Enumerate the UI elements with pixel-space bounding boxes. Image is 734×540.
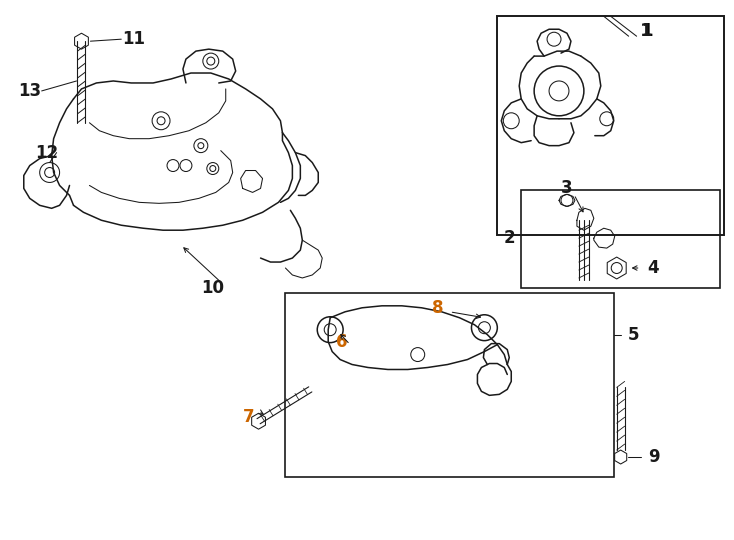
Text: 4: 4 <box>647 259 659 277</box>
Text: 1: 1 <box>640 22 653 40</box>
Bar <box>521 191 720 288</box>
Text: 13: 13 <box>18 82 41 100</box>
Text: 8: 8 <box>432 299 443 317</box>
Bar <box>286 293 614 477</box>
Text: 1: 1 <box>641 22 653 40</box>
Text: 11: 11 <box>122 30 145 48</box>
Text: 10: 10 <box>201 279 225 297</box>
Text: 9: 9 <box>647 448 659 466</box>
Text: 3: 3 <box>562 179 573 198</box>
Text: 5: 5 <box>628 326 639 343</box>
Text: 2: 2 <box>504 229 515 247</box>
Text: 12: 12 <box>35 144 58 161</box>
Bar <box>498 16 724 235</box>
Text: 7: 7 <box>243 408 255 426</box>
Text: 6: 6 <box>336 333 348 350</box>
